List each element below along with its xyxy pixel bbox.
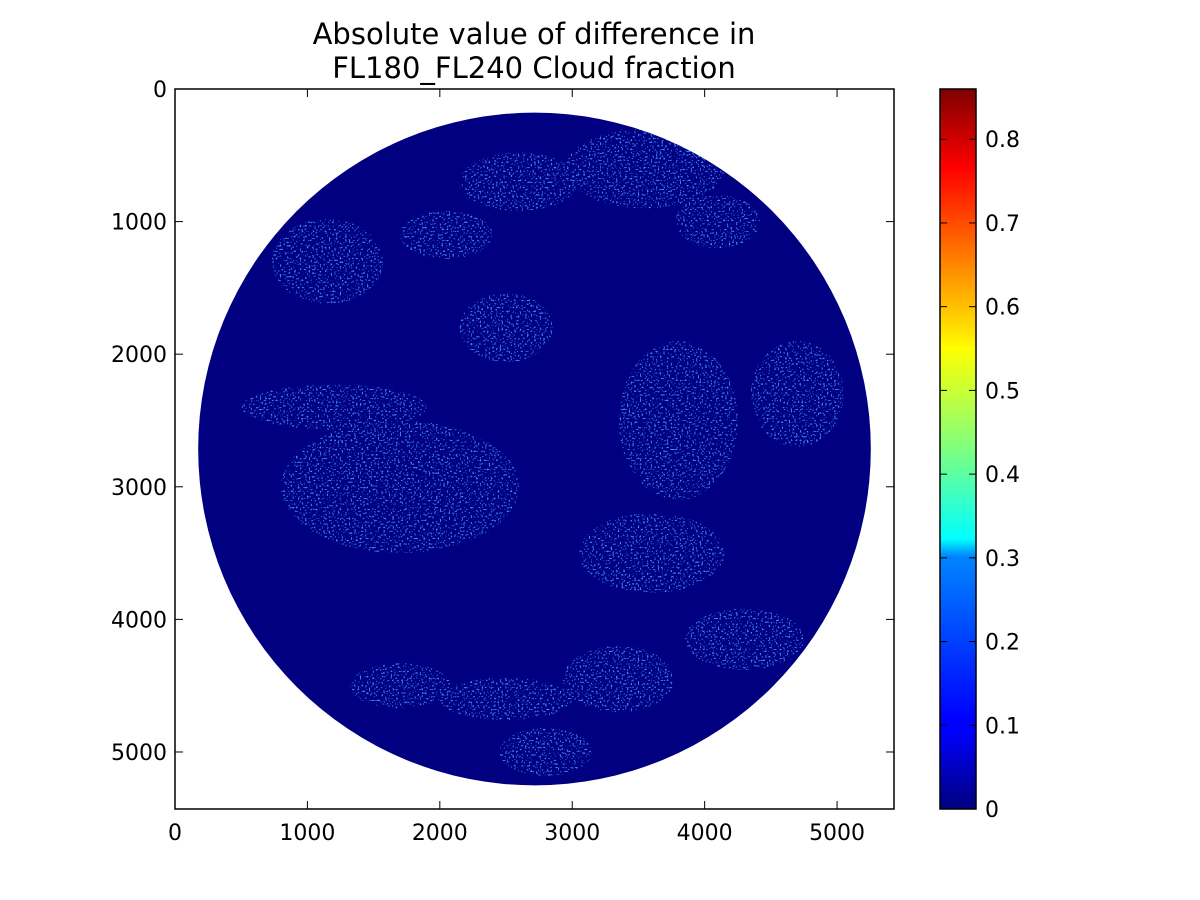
- heatmap-image: [198, 112, 871, 786]
- streak-region: [400, 211, 493, 259]
- streak-region: [562, 645, 675, 713]
- axes-frame: [174, 88, 895, 810]
- colorbar-tick-label: 0.1: [985, 714, 1020, 739]
- streak-region: [499, 728, 593, 776]
- streak-region: [750, 341, 844, 447]
- colorbar-tick-label: 0.8: [985, 128, 1020, 153]
- colorbar-tick-label: 0.2: [985, 631, 1020, 656]
- streak-region: [241, 384, 427, 430]
- colorbar-tick-label: 0.7: [985, 212, 1020, 237]
- title-line-1: Absolute value of difference in: [313, 17, 756, 51]
- colorbar-tick-label: 0: [985, 798, 999, 823]
- colorbar-tick-label: 0.5: [985, 379, 1020, 404]
- x-tick-label: 5000: [809, 821, 865, 846]
- colorbar: [940, 89, 976, 809]
- colorbar-tick-label: 0.4: [985, 463, 1020, 488]
- streak-region: [684, 608, 804, 670]
- streak-region: [578, 513, 725, 593]
- streak-region: [565, 128, 725, 209]
- y-tick-label: 2000: [111, 343, 167, 368]
- y-tick-label: 1000: [111, 211, 167, 236]
- streak-region: [280, 420, 520, 553]
- y-tick-label: 3000: [111, 476, 167, 501]
- x-axis: 0 1000 2000 3000 4000 5000: [168, 89, 865, 846]
- chart-title: Absolute value of difference in FL180_FL…: [313, 17, 756, 85]
- colorbar-tick-label: 0.3: [985, 547, 1020, 572]
- x-tick-label: 0: [168, 821, 182, 846]
- difference-streaks: [241, 128, 844, 776]
- streak-region: [271, 219, 383, 304]
- title-line-2: FL180_FL240 Cloud fraction: [332, 51, 736, 85]
- streak-region: [459, 152, 579, 211]
- x-tick-label: 4000: [677, 821, 733, 846]
- streak-region: [439, 677, 573, 721]
- x-tick-label: 2000: [412, 821, 468, 846]
- streak-region: [349, 663, 451, 709]
- y-tick-label: 0: [153, 78, 167, 103]
- y-tick-label: 4000: [111, 608, 167, 633]
- y-axis: 0 1000 2000 3000 4000 5000: [111, 78, 894, 766]
- x-tick-label: 3000: [544, 821, 600, 846]
- streak-region: [459, 293, 553, 363]
- streak-region: [675, 195, 761, 249]
- x-tick-label: 1000: [279, 821, 335, 846]
- colorbar-axis: 0 0.1 0.2 0.3 0.4 0.5 0.6 0.7 0.8: [940, 128, 1020, 823]
- y-tick-label: 5000: [111, 741, 167, 766]
- colorbar-frame: [939, 88, 977, 810]
- colorbar-tick-label: 0.6: [985, 296, 1020, 321]
- streak-region: [618, 341, 738, 500]
